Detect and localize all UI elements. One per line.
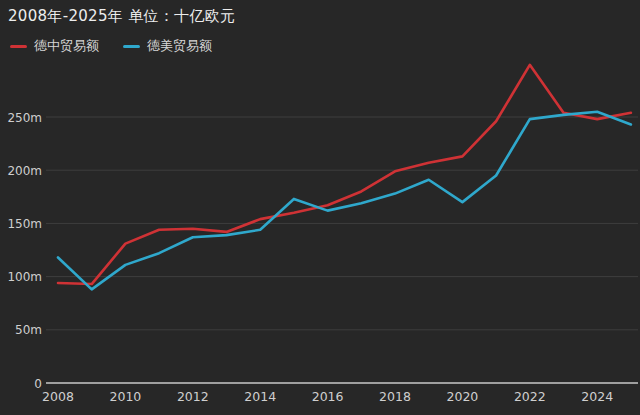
x-tick-label: 2010 (109, 389, 141, 404)
x-tick-label: 2018 (379, 389, 411, 404)
y-tick-label: 100m (7, 270, 42, 284)
x-tick-label: 2020 (446, 389, 478, 404)
series-line-de-cn (58, 65, 631, 284)
x-tick-label: 2016 (312, 389, 344, 404)
y-tick-label: 200m (7, 164, 42, 178)
x-tick-label: 2022 (514, 389, 546, 404)
x-tick-label: 2014 (244, 389, 276, 404)
x-tick-label: 2012 (177, 389, 209, 404)
chart-card: 2008年-2025年 单位：十亿欧元 德中贸易额 德美贸易额 050m100m… (0, 0, 640, 415)
series-line-de-us (58, 112, 631, 290)
x-tick-label: 2008 (42, 389, 74, 404)
y-tick-label: 50m (15, 323, 42, 337)
trade-line-chart: 0 50m 100m 150m 200m 250m 2008 2010 2012 2014 2016… (0, 0, 640, 415)
y-tick-label: 0 (34, 377, 42, 391)
y-tick-label: 150m (7, 217, 42, 231)
y-tick-label: 250m (7, 111, 42, 125)
x-tick-label: 2024 (581, 389, 613, 404)
